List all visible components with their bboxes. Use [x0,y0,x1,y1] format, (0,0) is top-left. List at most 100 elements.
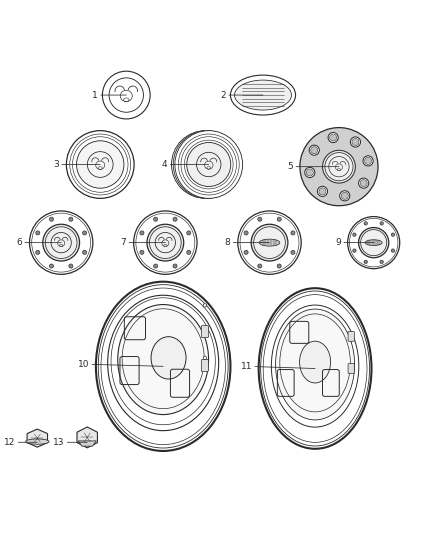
Text: 7: 7 [120,238,165,247]
Circle shape [330,134,337,141]
Circle shape [77,141,124,188]
FancyBboxPatch shape [201,360,208,372]
Circle shape [353,233,356,236]
Circle shape [352,139,359,146]
Circle shape [277,264,281,268]
Circle shape [311,147,318,154]
Circle shape [360,230,387,256]
Circle shape [300,127,378,206]
Ellipse shape [118,304,208,415]
Circle shape [306,169,313,176]
Ellipse shape [276,309,355,420]
Circle shape [325,152,353,181]
Ellipse shape [25,439,49,444]
Circle shape [391,233,395,236]
Circle shape [67,131,134,198]
Circle shape [29,211,93,274]
Circle shape [341,192,348,199]
Circle shape [380,222,383,225]
Circle shape [49,217,53,221]
Circle shape [291,231,295,235]
Circle shape [203,356,207,360]
Circle shape [187,231,191,235]
Circle shape [309,145,319,155]
Circle shape [203,304,207,307]
Circle shape [305,167,315,177]
Circle shape [244,251,248,254]
Circle shape [277,217,281,221]
Circle shape [350,137,360,147]
Text: 10: 10 [78,360,163,369]
Circle shape [291,251,295,254]
Ellipse shape [365,240,382,246]
Circle shape [238,211,301,274]
Circle shape [45,227,77,259]
Circle shape [172,131,239,198]
Circle shape [43,224,80,261]
Circle shape [339,191,350,201]
Circle shape [154,264,158,268]
Ellipse shape [300,341,331,383]
Circle shape [187,142,231,187]
Text: 6: 6 [16,238,61,247]
Text: 4: 4 [162,160,209,169]
Ellipse shape [259,288,371,449]
Circle shape [363,156,373,166]
Circle shape [49,264,53,268]
Text: 11: 11 [240,362,315,371]
Circle shape [258,217,262,221]
Circle shape [251,224,288,261]
Circle shape [149,227,181,259]
Circle shape [187,251,191,254]
Circle shape [359,178,369,188]
Circle shape [254,227,285,259]
Circle shape [364,157,371,164]
Circle shape [319,188,326,195]
FancyBboxPatch shape [348,364,354,374]
Circle shape [380,260,383,264]
Circle shape [147,224,184,261]
Circle shape [348,216,400,269]
Text: 13: 13 [53,438,87,447]
Circle shape [322,150,355,183]
Circle shape [69,217,73,221]
Text: 12: 12 [4,438,37,447]
Circle shape [134,211,197,274]
Circle shape [173,264,177,268]
Circle shape [244,231,248,235]
Circle shape [69,264,73,268]
Circle shape [364,260,367,264]
Text: 2: 2 [220,91,263,100]
Circle shape [82,251,87,254]
Circle shape [82,231,87,235]
Text: 3: 3 [53,160,100,169]
Circle shape [353,249,356,252]
FancyBboxPatch shape [201,326,208,337]
Circle shape [36,231,40,235]
Circle shape [154,217,158,221]
Circle shape [140,231,144,235]
Circle shape [360,180,367,187]
Circle shape [173,217,177,221]
Ellipse shape [234,80,291,110]
Text: 8: 8 [225,238,269,247]
Text: 9: 9 [336,238,374,247]
Ellipse shape [259,239,280,246]
Text: 5: 5 [288,162,339,171]
Polygon shape [78,441,96,446]
Ellipse shape [151,337,186,379]
Circle shape [175,131,243,198]
Circle shape [391,249,395,252]
Text: 1: 1 [92,91,126,100]
Polygon shape [27,429,48,447]
Circle shape [140,251,144,254]
Circle shape [258,264,262,268]
Circle shape [173,131,241,198]
Circle shape [359,228,389,258]
Circle shape [328,133,338,143]
Circle shape [318,186,328,197]
FancyBboxPatch shape [348,332,354,341]
Circle shape [364,222,367,225]
Polygon shape [77,427,97,448]
Ellipse shape [96,282,230,451]
